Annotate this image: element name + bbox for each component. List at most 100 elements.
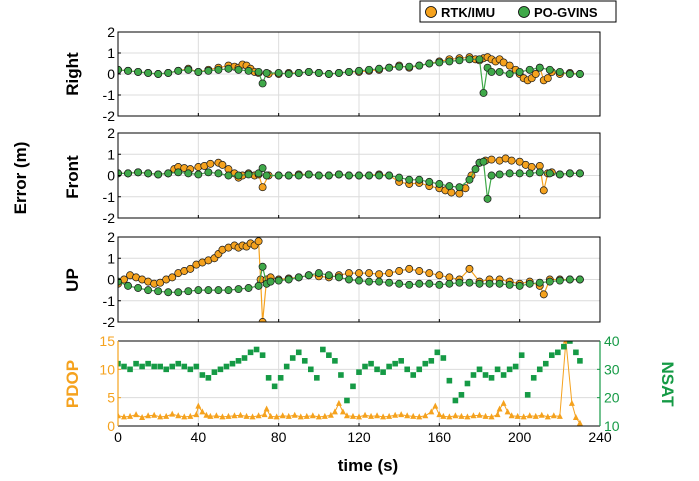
data-point <box>422 412 429 419</box>
legend-label-rtk: RTK/IMU <box>441 5 495 20</box>
data-point <box>415 267 424 275</box>
data-point <box>343 412 350 419</box>
data-point <box>157 413 164 420</box>
data-point <box>506 366 513 373</box>
data-point <box>303 412 310 419</box>
data-point <box>139 414 146 420</box>
data-point <box>380 369 386 375</box>
y-tick-label: 1 <box>107 250 115 266</box>
data-point <box>524 392 531 398</box>
data-point <box>471 165 480 174</box>
data-point <box>385 63 394 72</box>
data-point <box>355 276 363 285</box>
data-point <box>339 408 346 415</box>
y-tick-label: 1 <box>107 45 115 61</box>
data-point <box>435 271 444 280</box>
data-point <box>234 285 243 294</box>
data-point <box>555 170 564 179</box>
data-point <box>174 288 183 297</box>
data-point <box>258 164 267 173</box>
data-point <box>254 169 263 178</box>
data-point <box>425 279 434 288</box>
series-line-0 <box>118 341 581 424</box>
data-point <box>249 413 256 420</box>
data-point <box>334 68 343 77</box>
data-point <box>244 66 253 75</box>
data-point <box>494 411 501 418</box>
data-point <box>499 58 508 67</box>
y-tick-label-right: 30 <box>604 361 620 377</box>
legend-marker-pogvins <box>518 6 530 18</box>
data-point <box>425 269 434 278</box>
data-point <box>575 169 584 178</box>
y-tick-label-left: 10 <box>99 361 115 377</box>
data-point <box>375 270 384 279</box>
data-point <box>475 279 484 288</box>
plot-area <box>118 154 584 203</box>
data-point <box>193 411 200 418</box>
y-tick-label-left: 5 <box>107 390 115 406</box>
data-point <box>295 349 302 356</box>
data-point <box>304 271 313 280</box>
data-point <box>164 288 173 297</box>
x-tick-label: 80 <box>271 429 287 445</box>
data-point <box>514 412 521 419</box>
data-point <box>169 410 176 417</box>
data-point <box>243 412 250 419</box>
data-point <box>285 412 292 419</box>
data-point <box>332 358 338 364</box>
data-point <box>320 346 326 353</box>
data-point <box>385 269 394 278</box>
data-point <box>550 412 557 419</box>
data-point <box>380 413 387 420</box>
data-point <box>308 366 314 373</box>
data-point <box>127 412 134 419</box>
panel-0: -2 -1 0 1 2 <box>103 24 601 124</box>
data-point <box>404 366 410 373</box>
legend-box <box>419 0 617 23</box>
data-point <box>144 68 153 77</box>
data-point <box>415 61 424 70</box>
data-point <box>355 66 363 75</box>
data-point <box>274 276 283 285</box>
data-point <box>405 62 414 71</box>
data-point <box>266 277 275 286</box>
y-tick-label: 0 <box>107 66 115 82</box>
data-point <box>515 157 524 166</box>
data-point <box>244 170 253 179</box>
data-point <box>145 412 152 419</box>
data-point <box>151 411 158 418</box>
data-point <box>187 412 194 419</box>
data-point <box>464 380 471 387</box>
ylabel-pdop: PDOP <box>63 360 82 408</box>
data-point <box>508 412 515 419</box>
data-point <box>362 411 369 418</box>
data-point <box>244 284 253 292</box>
data-point <box>154 287 163 296</box>
data-point <box>164 68 173 77</box>
data-point <box>324 70 333 78</box>
data-point <box>355 269 363 278</box>
data-point <box>271 383 278 390</box>
data-point <box>134 284 143 292</box>
data-point <box>267 412 274 419</box>
data-point <box>224 64 233 73</box>
data-point <box>496 405 503 412</box>
data-point <box>175 360 182 367</box>
data-point <box>487 171 496 180</box>
data-point <box>544 413 551 420</box>
data-point <box>365 277 373 286</box>
data-point <box>404 412 411 419</box>
data-point <box>416 413 423 420</box>
data-point <box>395 267 404 275</box>
data-point <box>203 411 210 418</box>
data-point <box>525 65 534 74</box>
data-point <box>538 411 545 418</box>
data-point <box>127 366 133 373</box>
data-point <box>169 363 176 370</box>
data-point <box>470 372 477 378</box>
data-point <box>118 360 121 367</box>
data-point <box>133 360 139 367</box>
data-point <box>234 65 243 74</box>
